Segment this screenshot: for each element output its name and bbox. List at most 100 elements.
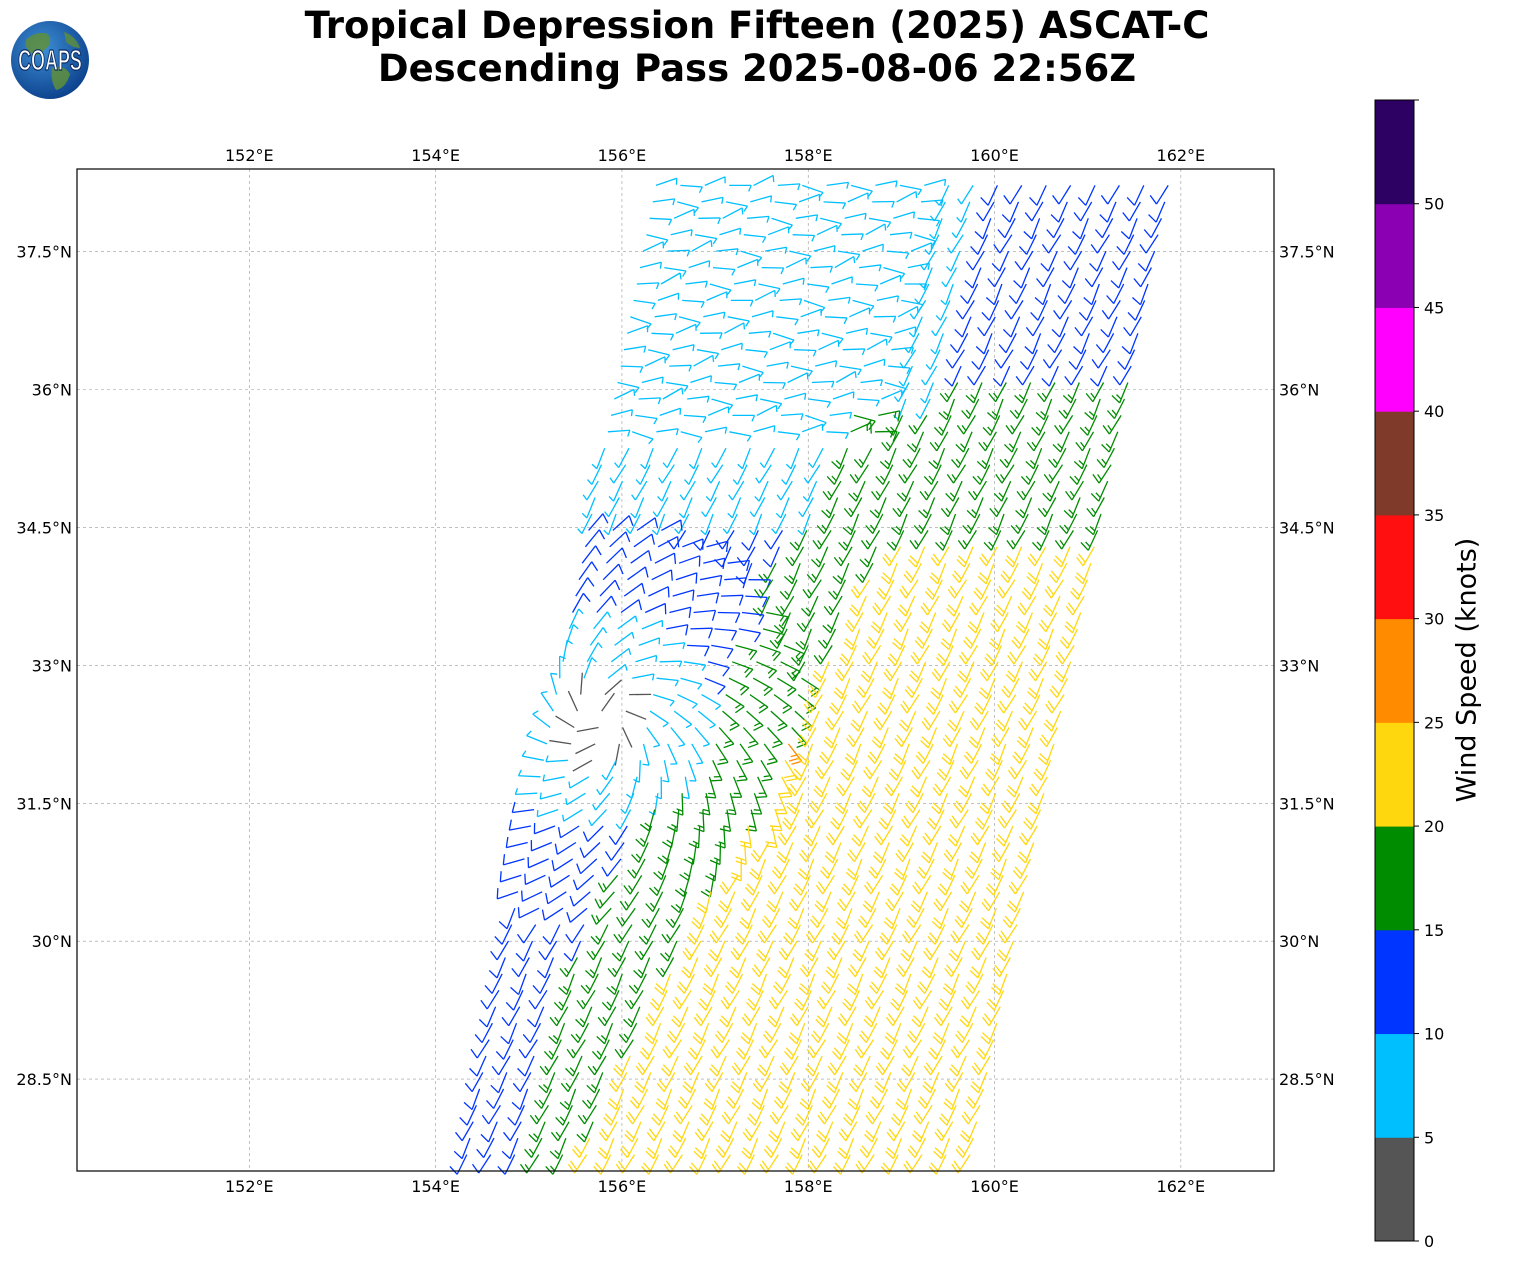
wind-barb — [740, 1022, 758, 1045]
wind-barb — [828, 579, 846, 600]
wind-barb — [627, 858, 646, 879]
wind-barb — [951, 217, 968, 239]
wind-barb — [499, 871, 522, 883]
wind-barb — [572, 1137, 591, 1158]
wind-barb — [913, 1104, 933, 1125]
wind-barb — [809, 792, 828, 814]
colorbar-tick-label: 45 — [1424, 298, 1444, 317]
wind-barb — [843, 497, 863, 518]
wind-barb — [727, 316, 750, 327]
wind-barb — [794, 710, 812, 732]
wind-barb — [672, 589, 695, 601]
wind-barb — [994, 595, 1013, 617]
wind-barb — [919, 480, 939, 501]
wind-barb — [842, 1105, 861, 1126]
wind-barb — [886, 530, 905, 551]
wind-barb — [912, 874, 932, 895]
wind-barb — [988, 382, 1007, 403]
wind-barb — [862, 243, 884, 252]
wind-barb — [1057, 283, 1076, 305]
wind-barb — [459, 1105, 477, 1126]
wind-barb — [576, 858, 598, 875]
wind-barb — [608, 1072, 628, 1093]
wind-barb — [987, 267, 1006, 288]
wind-barb — [507, 1105, 525, 1126]
wind-barb — [619, 891, 640, 911]
wind-barb — [560, 1072, 580, 1093]
wind-barb — [1023, 809, 1042, 830]
wind-barb — [961, 398, 980, 420]
wind-barb — [638, 637, 661, 647]
colorbar-bin — [1375, 618, 1414, 723]
wind-barb — [550, 1121, 570, 1142]
wind-barb — [1089, 250, 1107, 272]
wind-barb — [878, 410, 901, 422]
wind-barb — [604, 842, 625, 861]
wind-barb — [864, 989, 884, 1010]
wind-barb — [833, 546, 853, 567]
wind-barb — [762, 546, 780, 568]
wind-barb — [990, 612, 1009, 633]
wind-barb — [758, 283, 781, 295]
wind-barb — [790, 1121, 810, 1142]
wind-barb — [1090, 234, 1110, 254]
wind-barb — [928, 1039, 947, 1060]
wind-barb — [701, 196, 724, 204]
wind-barb — [529, 1104, 549, 1125]
wind-barb — [807, 283, 830, 293]
wind-barb — [881, 677, 899, 700]
wind-barb — [677, 201, 699, 214]
wind-barb — [1112, 365, 1132, 386]
wind-barb — [734, 924, 753, 945]
wind-barb — [777, 183, 801, 191]
wind-barb — [792, 760, 810, 781]
wind-barb — [667, 249, 691, 257]
wind-barb — [610, 409, 633, 417]
wind-barb — [1014, 250, 1034, 271]
wind-barb — [883, 907, 901, 930]
wind-barb — [736, 1039, 754, 1060]
wind-barb — [691, 239, 713, 252]
wind-barb — [1094, 217, 1114, 239]
wind-barb — [912, 1121, 930, 1143]
wind-barb — [920, 199, 944, 207]
wind-barb — [724, 577, 747, 589]
wind-barb — [832, 391, 855, 400]
wind-barb — [822, 480, 842, 501]
colorbar-bin — [1375, 100, 1414, 205]
wind-barb — [453, 1137, 471, 1160]
wind-barb — [673, 710, 693, 729]
wind-barb — [717, 611, 741, 624]
wind-barb — [707, 406, 730, 416]
wind-barb — [766, 361, 789, 369]
wind-barb — [785, 257, 807, 269]
wind-barb — [1018, 710, 1038, 731]
wind-barb — [864, 1121, 882, 1143]
wind-barb — [724, 322, 746, 334]
wind-barb — [585, 957, 603, 979]
wind-barb — [817, 1104, 837, 1125]
wind-barb — [624, 1121, 642, 1143]
wind-barb — [852, 940, 870, 962]
wind-barb — [649, 875, 667, 896]
wind-barb — [1076, 546, 1095, 567]
wind-barb — [910, 891, 928, 913]
wind-barb — [864, 874, 884, 895]
wind-barb — [945, 349, 965, 369]
lon-tick-label: 162°E — [1157, 1177, 1206, 1196]
wind-barb — [747, 215, 770, 223]
wind-barb — [803, 825, 821, 847]
lon-tick-label: 152°E — [225, 1177, 274, 1196]
wind-barb — [888, 760, 907, 781]
wind-barb — [1148, 201, 1166, 223]
wind-barb — [661, 1055, 679, 1077]
wind-barb — [641, 376, 664, 384]
wind-barb — [944, 957, 963, 978]
colorbar-tick-label: 35 — [1424, 506, 1444, 525]
wind-barb — [820, 858, 839, 879]
wind-barb — [1054, 415, 1074, 435]
wind-barb — [886, 250, 910, 260]
wind-barb — [649, 990, 668, 1011]
wind-barb — [931, 316, 948, 337]
wind-barb — [989, 743, 1007, 766]
